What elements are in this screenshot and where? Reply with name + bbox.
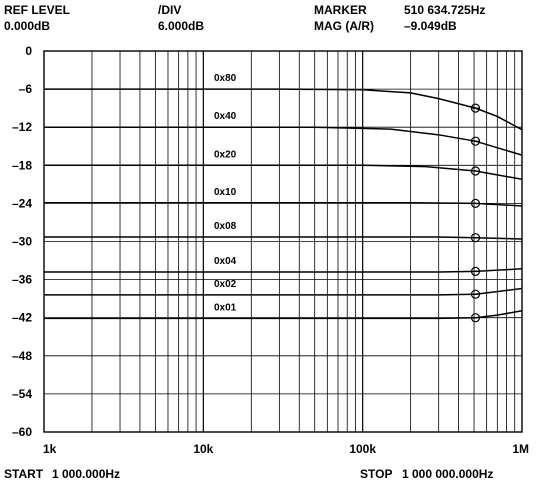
div-value: 6.000dB — [158, 19, 205, 33]
div-label: /DIV — [158, 3, 182, 17]
series-label: 0x02 — [214, 279, 237, 290]
series-line — [44, 309, 523, 320]
y-tick-label: –12 — [12, 120, 32, 134]
series-label: 0x04 — [214, 256, 237, 267]
y-tick-label: –36 — [12, 273, 32, 287]
stop-value: 1 000 000.000Hz — [402, 467, 494, 481]
series-label: 0x40 — [214, 111, 237, 122]
y-tick-label: –60 — [12, 425, 32, 439]
series-line — [44, 126, 523, 156]
y-tick-label: –42 — [12, 311, 32, 325]
series-line — [44, 287, 523, 296]
ref-level-value: 0.000dB — [4, 19, 51, 33]
series-label: 0x10 — [214, 187, 237, 198]
y-tick-label: –48 — [12, 349, 32, 363]
marker-label: MARKER — [314, 3, 367, 17]
mag-value: –9.049dB — [404, 19, 457, 33]
series-line — [44, 88, 523, 131]
x-tick-label: 100k — [349, 442, 376, 456]
x-tick-label: 1M — [512, 442, 529, 456]
y-tick-label: –24 — [12, 196, 32, 210]
y-tick-label: –6 — [19, 82, 33, 96]
y-tick-label: –30 — [12, 235, 32, 249]
series-line — [44, 268, 523, 273]
start-value: 1 000.000Hz — [52, 467, 121, 481]
series-label: 0x01 — [214, 302, 237, 313]
series-label: 0x20 — [214, 149, 237, 160]
series-line — [44, 202, 523, 207]
start-label: START — [4, 467, 44, 481]
x-tick-label: 1k — [43, 442, 57, 456]
ref-level-label: REF LEVEL — [4, 3, 71, 17]
mag-label: MAG (A/R) — [314, 19, 374, 33]
y-tick-label: –18 — [12, 158, 32, 172]
series-label: 0x80 — [214, 73, 237, 84]
series-label: 0x08 — [214, 221, 237, 232]
x-tick-label: 10k — [193, 442, 213, 456]
series-line — [44, 164, 523, 181]
y-tick-label: 0 — [25, 44, 32, 58]
stop-label: STOP — [360, 467, 393, 481]
y-tick-label: –54 — [12, 387, 32, 401]
series-line — [44, 236, 523, 240]
marker-value: 510 634.725Hz — [404, 3, 486, 17]
